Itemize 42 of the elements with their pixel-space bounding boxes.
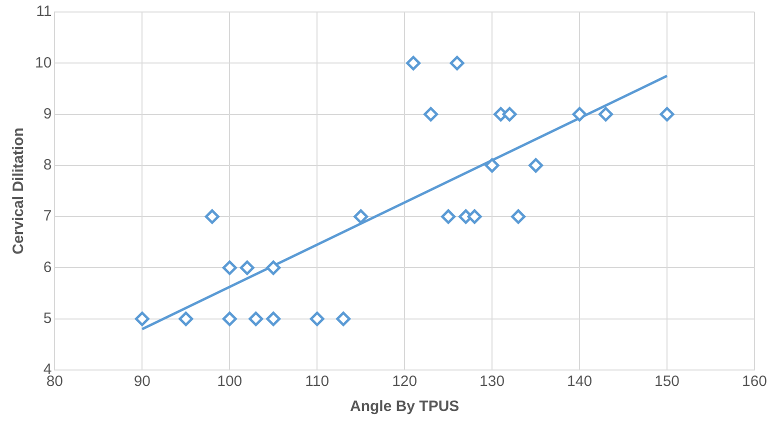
x-tick-label: 110 xyxy=(305,373,330,390)
y-tick-label: 5 xyxy=(43,310,52,327)
y-tick-label: 11 xyxy=(36,3,52,20)
point xyxy=(266,312,281,326)
x-tick-label: 120 xyxy=(392,373,418,390)
x-tick-label: 140 xyxy=(567,373,592,390)
point xyxy=(222,260,237,275)
x-tick-label: 150 xyxy=(654,373,680,390)
point xyxy=(502,107,517,122)
point xyxy=(441,209,456,224)
point xyxy=(406,56,421,70)
y-axis-title: Cervical Dilitation xyxy=(10,128,28,254)
point xyxy=(178,312,194,326)
x-tick-label: 130 xyxy=(480,373,505,390)
point xyxy=(248,312,264,326)
point xyxy=(354,209,368,224)
point xyxy=(240,260,254,275)
point xyxy=(336,312,351,326)
point xyxy=(528,158,544,173)
point xyxy=(450,56,464,70)
point xyxy=(598,107,614,122)
point xyxy=(266,260,281,275)
y-tick-label: 10 xyxy=(34,54,52,72)
y-tick-label: 8 xyxy=(43,156,52,174)
point xyxy=(572,107,587,122)
y-tick-label: 6 xyxy=(43,258,52,276)
point xyxy=(310,312,324,326)
y-tick-label: 9 xyxy=(43,105,52,122)
point xyxy=(222,312,237,326)
x-tick-label: 100 xyxy=(217,373,242,390)
x-tick-label: 160 xyxy=(742,373,767,390)
y-tick-label: 7 xyxy=(43,208,52,225)
x-axis-title: Angle By TPUS xyxy=(350,398,460,416)
point xyxy=(660,107,674,122)
point xyxy=(511,209,526,224)
point xyxy=(204,209,220,224)
point xyxy=(424,107,438,122)
x-tick-label: 90 xyxy=(134,373,151,390)
point xyxy=(484,158,500,173)
point xyxy=(467,209,482,224)
point xyxy=(134,312,150,326)
x-tick-label: 80 xyxy=(46,373,64,390)
